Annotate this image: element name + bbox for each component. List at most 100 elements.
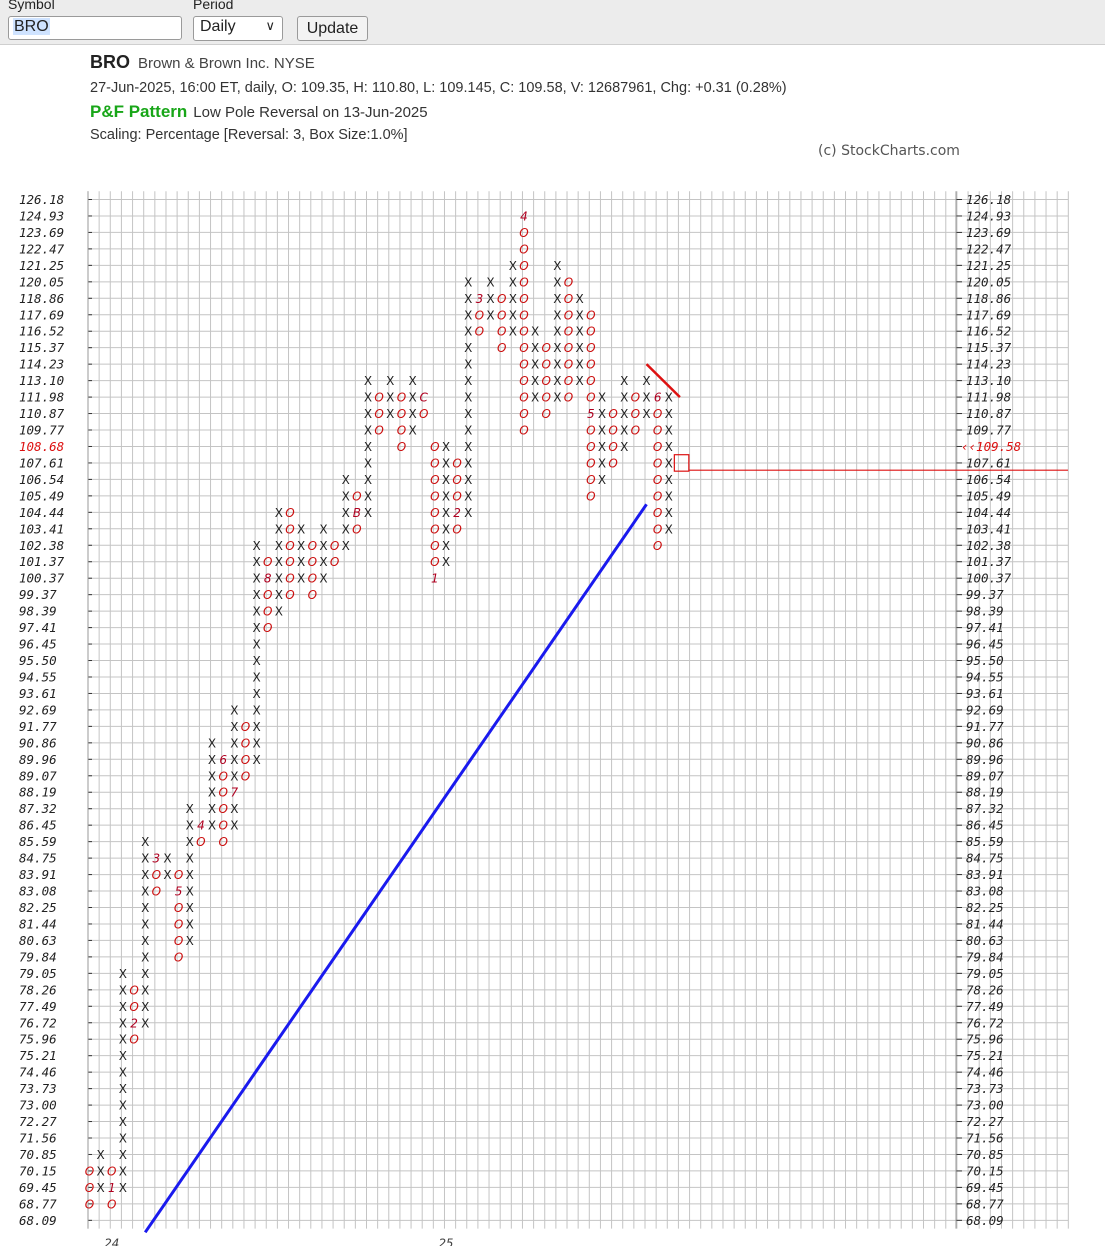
x-mark: X: [386, 391, 394, 405]
o-mark: O: [586, 341, 595, 355]
x-mark: X: [119, 1049, 127, 1063]
o-mark: O: [519, 275, 528, 289]
x-mark: X: [119, 967, 127, 981]
x-mark: X: [364, 473, 372, 487]
x-mark: X: [119, 1016, 127, 1030]
y-axis-label-right: 69.45: [966, 1180, 1004, 1195]
x-mark: X: [275, 539, 283, 553]
y-axis-label-right: 74.46: [966, 1065, 1004, 1080]
x-mark: X: [486, 275, 494, 289]
x-mark: X: [97, 1148, 105, 1162]
o-mark: O: [397, 407, 406, 421]
y-axis-label-left: 124.93: [19, 208, 64, 223]
y-axis-label-right: 91.77: [966, 719, 1004, 734]
o-mark: O: [497, 308, 506, 322]
y-axis-label-right: 71.56: [966, 1131, 1004, 1146]
y-axis-label-right: 94.55: [966, 669, 1004, 684]
current-box: [673, 454, 690, 472]
x-mark: X: [576, 341, 584, 355]
x-mark: X: [141, 1016, 149, 1030]
x-mark: X: [342, 489, 350, 503]
period-label: Period: [193, 0, 234, 12]
x-mark: X: [553, 325, 561, 339]
x-mark: X: [486, 292, 494, 306]
month-marker: 6: [654, 391, 662, 405]
x-mark: X: [141, 885, 149, 899]
company-name: Brown & Brown Inc. NYSE: [138, 55, 315, 72]
y-axis-label-left: 101.37: [19, 554, 65, 569]
o-mark: O: [430, 473, 439, 487]
x-mark: X: [386, 407, 394, 421]
o-mark: O: [653, 539, 662, 553]
x-mark: X: [342, 539, 350, 553]
y-axis-label-left: 107.61: [19, 455, 64, 470]
x-mark: X: [620, 407, 628, 421]
o-mark: O: [85, 1181, 94, 1195]
o-mark: O: [542, 374, 551, 388]
x-axis-label: 24: [104, 1235, 119, 1246]
x-mark: X: [442, 506, 450, 520]
x-mark: X: [408, 424, 416, 438]
y-axis-label-right: 79.84: [966, 949, 1004, 964]
y-axis-label-right: 83.08: [966, 884, 1004, 899]
month-marker: 1: [108, 1181, 116, 1195]
o-mark: O: [152, 885, 161, 899]
x-mark: X: [442, 440, 450, 454]
x-mark: X: [364, 424, 372, 438]
y-axis-label-left: 73.00: [19, 1098, 57, 1113]
symbol-input[interactable]: BRO: [8, 16, 182, 40]
y-axis-label-left: 104.44: [19, 505, 64, 520]
y-axis-label-right: 116.52: [966, 324, 1011, 339]
o-mark: O: [397, 424, 406, 438]
x-mark: X: [576, 374, 584, 388]
o-mark: O: [85, 1197, 94, 1211]
x-mark: X: [665, 407, 673, 421]
x-mark: X: [464, 473, 472, 487]
y-axis-label-left: 79.05: [19, 966, 57, 981]
o-mark: O: [397, 391, 406, 405]
y-axis-label-right: 88.19: [966, 785, 1004, 800]
x-mark: X: [230, 753, 238, 767]
y-axis-label-left: 85.59: [19, 834, 57, 849]
o-mark: O: [475, 308, 484, 322]
x-mark: X: [364, 456, 372, 470]
o-mark: O: [586, 308, 595, 322]
o-mark: O: [452, 473, 461, 487]
o-mark: O: [218, 769, 227, 783]
month-marker: 5: [587, 407, 595, 421]
x-mark: X: [531, 341, 539, 355]
y-axis-label-left: 116.52: [19, 324, 64, 339]
o-mark: O: [608, 424, 617, 438]
y-axis-label-left: 121.25: [19, 258, 64, 273]
period-select[interactable]: Daily ∨: [193, 16, 283, 41]
o-mark: O: [564, 275, 573, 289]
o-mark: O: [430, 440, 439, 454]
x-mark: X: [208, 736, 216, 750]
o-mark: O: [430, 539, 439, 553]
y-axis-label-left: 88.19: [19, 785, 57, 800]
y-axis-label-right: 122.47: [966, 241, 1012, 256]
x-mark: X: [442, 456, 450, 470]
y-axis-label-left: 77.49: [19, 999, 57, 1014]
y-axis-label-left: 122.47: [19, 241, 65, 256]
o-mark: O: [586, 325, 595, 339]
y-axis-label-right: 68.77: [966, 1196, 1004, 1211]
x-mark: X: [186, 917, 194, 931]
o-mark: O: [129, 1033, 138, 1047]
update-button[interactable]: Update: [297, 16, 368, 41]
x-mark: X: [141, 934, 149, 948]
y-axis-label-right: 84.75: [966, 851, 1004, 866]
y-axis-label-right: 124.93: [966, 208, 1011, 223]
o-mark: O: [519, 292, 528, 306]
x-mark: X: [464, 374, 472, 388]
o-mark: O: [152, 868, 161, 882]
x-mark: X: [464, 391, 472, 405]
y-axis-label-left: 99.37: [19, 587, 57, 602]
x-mark: X: [364, 407, 372, 421]
x-mark: X: [119, 1115, 127, 1129]
x-mark: X: [642, 374, 650, 388]
x-mark: X: [464, 407, 472, 421]
x-mark: X: [442, 555, 450, 569]
last-price-label: ‹‹109.58: [961, 439, 1021, 454]
x-mark: X: [509, 292, 517, 306]
